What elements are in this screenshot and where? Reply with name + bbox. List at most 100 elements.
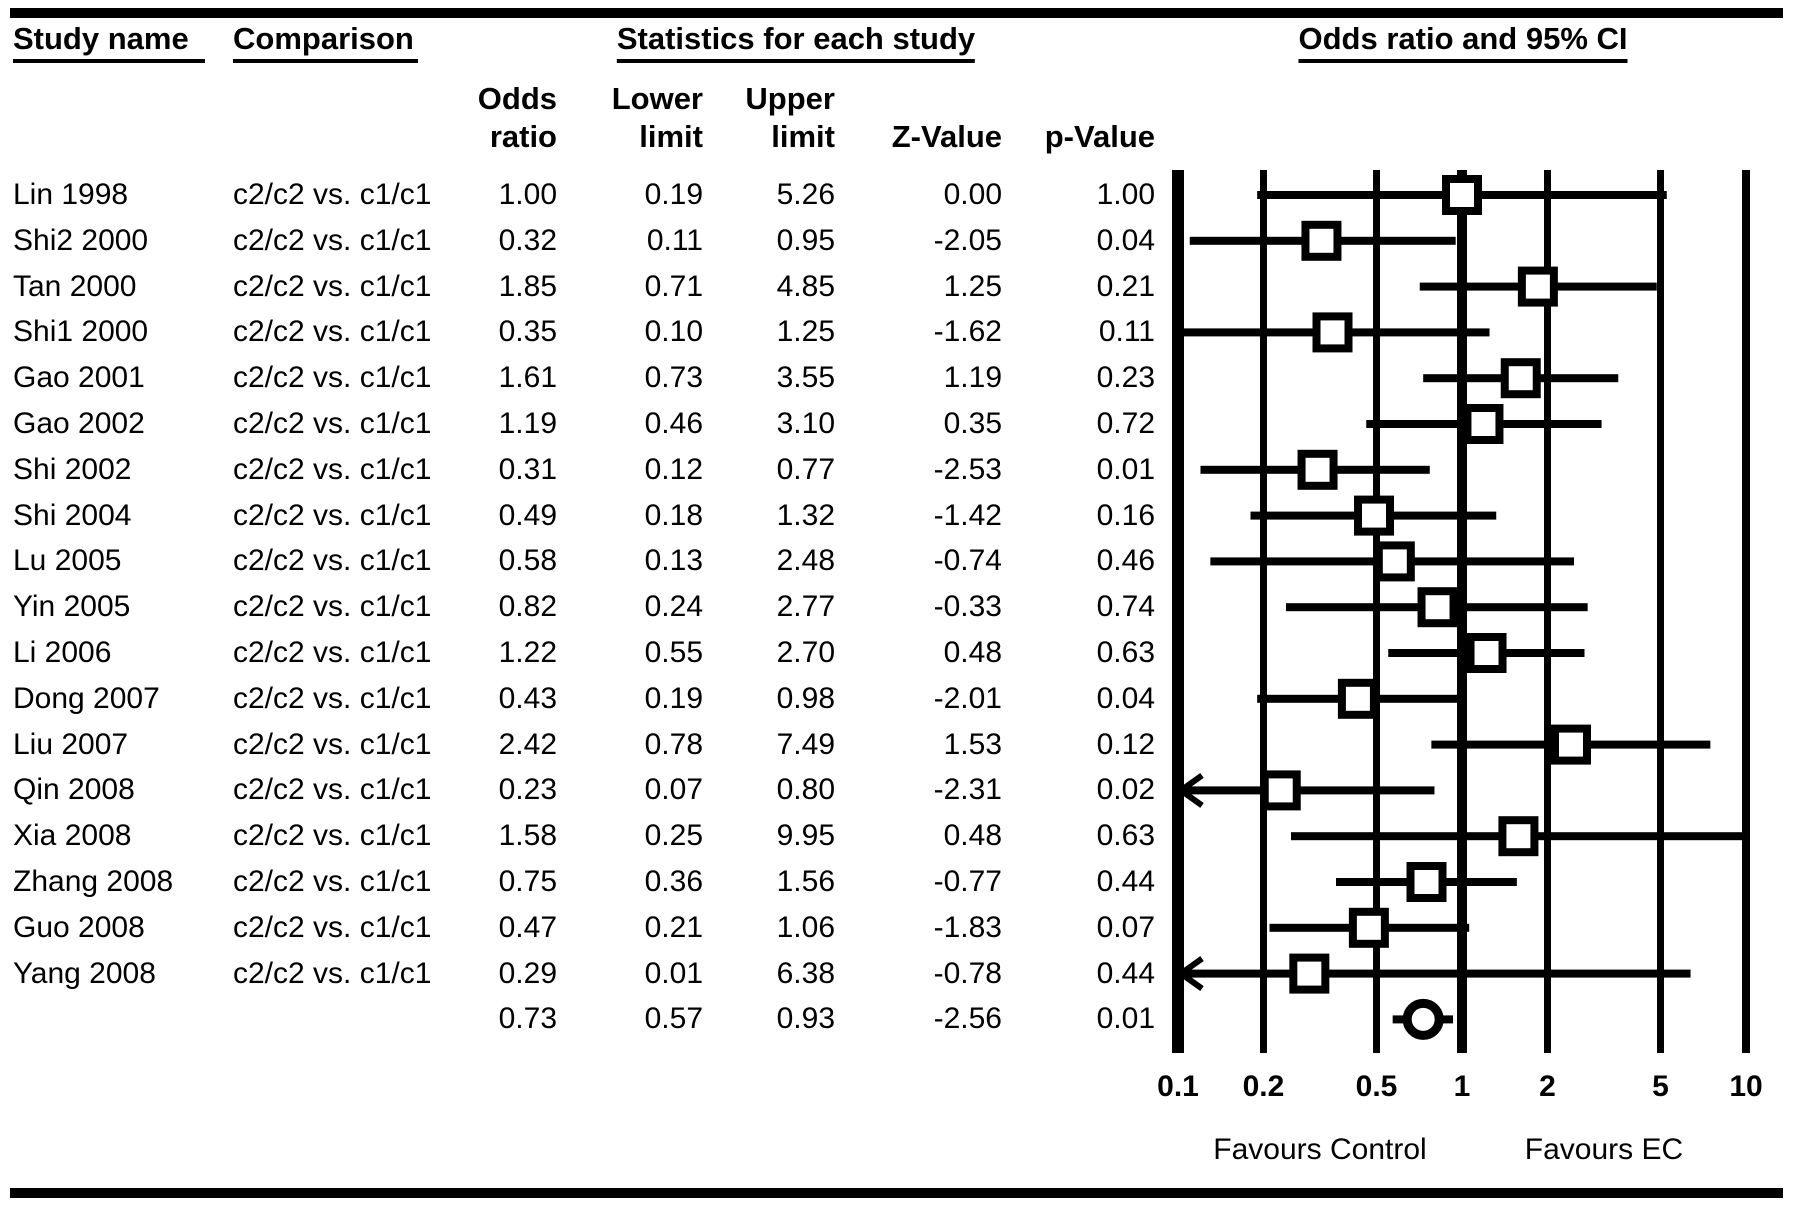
table-row: Dong 2007 c2/c2 vs. c1/c1 0.43 0.19 0.98 -2.0… [0, 676, 1185, 722]
cell-odds-ratio: 1.22 [498, 636, 557, 669]
gridline [1259, 170, 1267, 1053]
top-border-rule [10, 8, 1783, 18]
cell-p-value: 0.72 [1096, 407, 1155, 440]
column-header-comparison: Comparison [233, 22, 418, 63]
cell-lower-limit: 0.19 [644, 178, 703, 211]
cell-comparison: c2/c2 vs. c1/c1 [233, 727, 432, 761]
cell-z-value: 0.00 [943, 178, 1002, 211]
cell-study: Shi 2004 [13, 498, 132, 532]
cell-comparison: c2/c2 vs. c1/c1 [233, 315, 432, 349]
cell-comparison: c2/c2 vs. c1/c1 [233, 910, 432, 944]
cell-study: Yin 2005 [13, 590, 131, 624]
group-header-odds-ratio-ci: Odds ratio and 95% CI [1298, 22, 1628, 63]
cell-upper-limit: 7.49 [776, 727, 835, 761]
cell-study: Gao 2002 [13, 407, 145, 440]
cell-z-value: -1.62 [933, 315, 1002, 349]
gridline [1657, 170, 1665, 1053]
cell-upper-limit: 1.25 [776, 315, 835, 349]
cell-upper-limit: 0.98 [776, 681, 835, 715]
cell-comparison: c2/c2 vs. c1/c1 [233, 681, 432, 715]
effect-size-square [1374, 541, 1415, 582]
cell-comparison: c2/c2 vs. c1/c1 [233, 544, 432, 578]
table-row: Shi1 2000 c2/c2 vs. c1/c1 0.35 0.10 1.25 -1.6… [0, 309, 1185, 355]
cell-z-value: -0.78 [933, 956, 1002, 990]
table-row: Qin 2008 c2/c2 vs. c1/c1 0.23 0.07 0.80 -2.31… [0, 767, 1185, 813]
cell-p-value: 0.23 [1096, 361, 1155, 395]
cell-upper-limit: 3.55 [776, 361, 835, 395]
cell-p-value: 0.44 [1096, 956, 1155, 990]
cell-odds-ratio: 1.00 [498, 178, 557, 211]
table-row: Lin 1998 c2/c2 vs. c1/c1 1.00 0.19 5.26 0.00 1… [0, 172, 1185, 218]
bottom-border-rule [10, 1188, 1783, 1198]
cell-z-value: 0.35 [943, 407, 1002, 440]
cell-lower-limit: 0.36 [644, 865, 703, 898]
cell-comparison: c2/c2 vs. c1/c1 [233, 865, 432, 898]
cell-p-value: 0.74 [1096, 590, 1155, 624]
table-row: Shi2 2000 c2/c2 vs. c1/c1 0.32 0.11 0.95 -2.0… [0, 218, 1185, 264]
x-tick-label: 10 [1729, 1070, 1763, 1103]
cell-upper-limit: 5.26 [776, 178, 835, 211]
cell-z-value: -2.31 [933, 773, 1002, 807]
cell-comparison: c2/c2 vs. c1/c1 [233, 178, 432, 211]
column-header-line: limit [771, 119, 835, 154]
cell-lower-limit: 0.18 [644, 498, 703, 532]
cell-p-value: 0.16 [1096, 498, 1155, 532]
cell-study: Yang 2008 [13, 956, 156, 990]
effect-size-square [1517, 266, 1558, 307]
column-header-line: Odds [477, 81, 557, 116]
cell-study: Xia 2008 [13, 819, 132, 853]
effect-size-square [1498, 816, 1539, 857]
cell-z-value: -1.83 [933, 910, 1002, 944]
cell-odds-ratio: 0.23 [498, 773, 557, 807]
cell-upper-limit: 0.80 [776, 773, 835, 807]
cell-comparison: c2/c2 vs. c1/c1 [233, 590, 432, 624]
cell-z-value: -0.77 [933, 865, 1002, 898]
cell-p-value: 1.00 [1096, 178, 1155, 211]
cell-upper-limit: 0.93 [776, 1002, 835, 1036]
cell-study: Shi 2002 [13, 452, 132, 486]
gridline [1457, 170, 1467, 1053]
cell-study: Tan 2000 [13, 269, 137, 303]
effect-size-square [1301, 220, 1342, 261]
gridline [1742, 170, 1750, 1053]
cell-lower-limit: 0.57 [644, 1002, 703, 1036]
cell-p-value: 0.63 [1096, 819, 1155, 853]
cell-upper-limit: 6.38 [776, 956, 835, 990]
cell-odds-ratio: 0.43 [498, 681, 557, 715]
cell-odds-ratio: 0.75 [498, 865, 557, 898]
cell-z-value: -0.33 [933, 590, 1002, 624]
cell-z-value: 0.48 [943, 819, 1002, 853]
cell-study: Zhang 2008 [13, 865, 174, 898]
summary-effect-circle [1402, 998, 1444, 1040]
x-tick-label: 0.2 [1242, 1070, 1285, 1103]
gridline [1373, 170, 1381, 1053]
cell-odds-ratio: 0.35 [498, 315, 557, 349]
cell-lower-limit: 0.71 [644, 269, 703, 303]
cell-upper-limit: 4.85 [776, 269, 835, 303]
effect-size-square [1406, 862, 1447, 902]
cell-comparison: c2/c2 vs. c1/c1 [233, 956, 432, 990]
effect-size-square [1337, 678, 1378, 719]
cell-odds-ratio: 0.49 [498, 498, 557, 532]
effect-size-square [1500, 358, 1541, 399]
x-tick-label: 0.5 [1355, 1070, 1398, 1103]
cell-comparison: c2/c2 vs. c1/c1 [233, 636, 432, 669]
cell-lower-limit: 0.21 [644, 910, 703, 944]
cell-odds-ratio: 0.32 [498, 223, 557, 257]
column-header-upper-limit: Upper limit [615, 80, 835, 156]
column-header-line: limit [639, 119, 703, 154]
cell-odds-ratio: 1.61 [498, 361, 557, 395]
group-header-statistics: Statistics for each study [616, 22, 976, 63]
cell-z-value: -2.56 [933, 1002, 1002, 1036]
x-axis-label-favours-ec: Favours EC [1524, 1133, 1684, 1166]
cell-upper-limit: 1.06 [776, 910, 835, 944]
cell-p-value: 0.07 [1096, 910, 1155, 944]
effect-size-square [1289, 953, 1330, 994]
cell-odds-ratio: 0.82 [498, 590, 557, 624]
cell-p-value: 0.46 [1096, 544, 1155, 578]
table-row: Zhang 2008 c2/c2 vs. c1/c1 0.75 0.36 1.56 -0.… [0, 859, 1185, 905]
x-axis-label-favours-control: Favours Control [1213, 1133, 1427, 1166]
x-tick-label: 5 [1652, 1070, 1669, 1103]
